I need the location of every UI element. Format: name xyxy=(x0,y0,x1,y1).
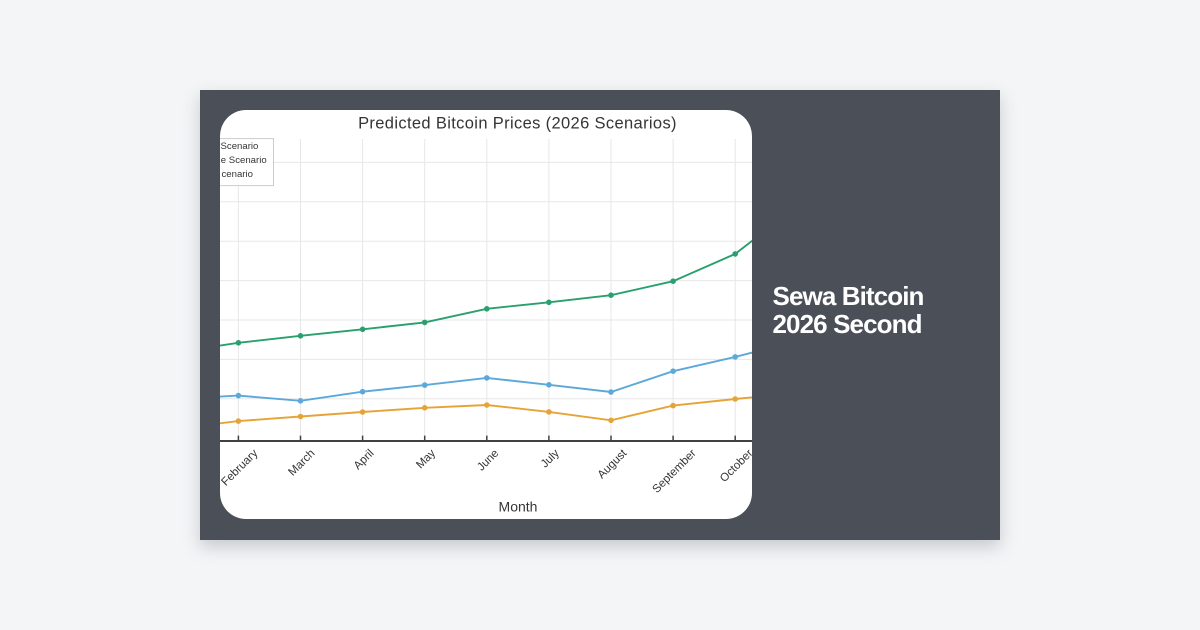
svg-text:October: October xyxy=(718,447,752,485)
svg-text:September: September xyxy=(650,447,698,495)
svg-text:February: February xyxy=(220,447,261,488)
svg-text:July: July xyxy=(539,447,562,470)
svg-text:June: June xyxy=(475,447,501,473)
svg-text:April: April xyxy=(352,447,377,472)
svg-text:May: May xyxy=(414,447,438,471)
svg-text:Scenario: Scenario xyxy=(221,141,259,152)
svg-text:Predicted Bitcoin Prices (2026: Predicted Bitcoin Prices (2026 Scenarios… xyxy=(358,115,677,133)
svg-text:e Scenario: e Scenario xyxy=(221,155,267,166)
svg-text:March: March xyxy=(286,447,317,478)
svg-text:cenario: cenario xyxy=(222,169,253,180)
svg-text:Month: Month xyxy=(499,499,538,515)
svg-text:August: August xyxy=(596,447,630,481)
